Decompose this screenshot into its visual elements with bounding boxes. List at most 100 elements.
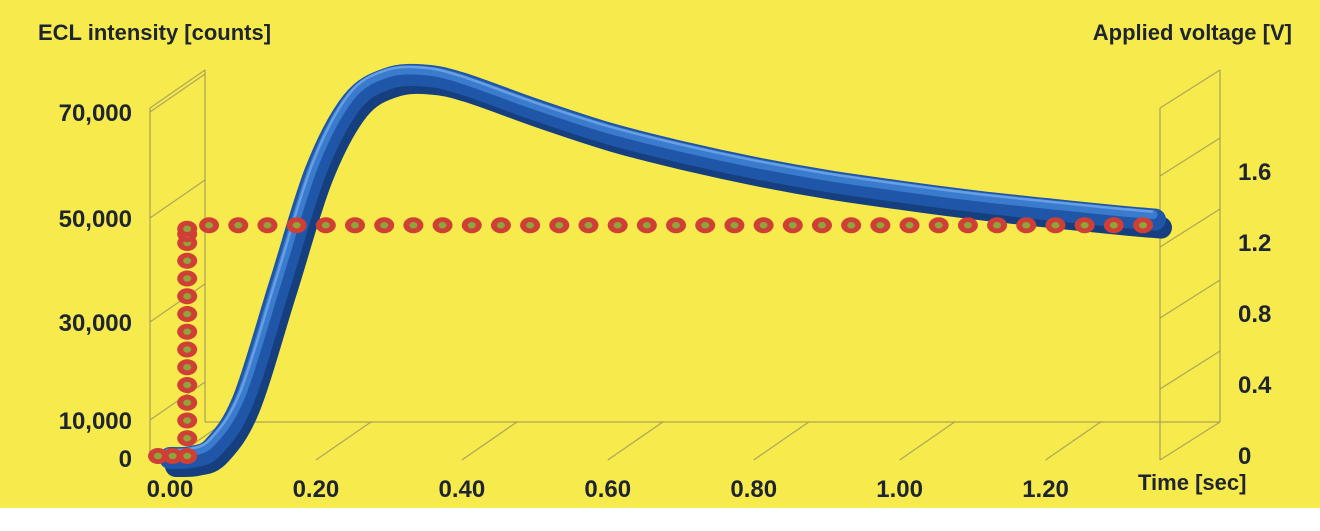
y-right-tick-label: 0.8 <box>1238 301 1271 328</box>
right-wall-gridline <box>1159 350 1221 390</box>
voltage-point <box>162 448 183 464</box>
voltage-point <box>315 217 336 234</box>
y-left-tick-label: 70,000 <box>59 100 132 127</box>
left-axis-label: ECL intensity [counts] <box>38 20 271 45</box>
voltage-point <box>345 217 365 234</box>
left-wall-gridline <box>149 283 206 323</box>
y-right-tick-label: 0.4 <box>1238 372 1272 399</box>
voltage-point-core <box>788 222 797 229</box>
top-left-depth <box>149 69 206 109</box>
applied-voltage-series <box>148 217 1153 464</box>
voltage-point-core <box>438 222 447 229</box>
voltage-point-core <box>183 225 192 232</box>
floor-gridline <box>315 421 372 461</box>
voltage-point-core <box>380 222 389 229</box>
voltage-point-core <box>234 222 243 229</box>
voltage-point-core <box>526 222 535 229</box>
left-wall-gridline <box>149 73 206 113</box>
voltage-point <box>753 217 774 234</box>
y-left-tick-label: 30,000 <box>59 310 132 337</box>
ribbon-highlight <box>163 65 1158 458</box>
voltage-point <box>490 217 511 234</box>
voltage-point-core <box>183 275 192 282</box>
voltage-point <box>520 217 541 234</box>
x-tick-label: 0.40 <box>438 476 485 503</box>
voltage-point-core <box>672 222 681 229</box>
voltage-point-core <box>701 222 710 229</box>
voltage-point-core <box>183 293 192 300</box>
voltage-point <box>928 217 949 234</box>
voltage-point-core <box>759 222 768 229</box>
axis-labels: ECL intensity [counts] Applied voltage [… <box>38 20 1292 495</box>
voltage-point <box>1045 217 1066 234</box>
voltage-point-core <box>321 222 330 229</box>
voltage-point-core <box>409 222 418 229</box>
voltage-point-core <box>292 222 301 229</box>
voltage-point <box>177 323 198 340</box>
voltage-point <box>177 220 198 237</box>
voltage-point <box>607 217 628 234</box>
y-left-tick-label: 10,000 <box>59 408 132 435</box>
y-right-tick-label: 1.2 <box>1238 230 1271 257</box>
voltage-point-core <box>642 222 651 229</box>
voltage-point-core <box>847 222 856 229</box>
voltage-point <box>1133 217 1153 234</box>
voltage-point <box>870 217 891 234</box>
voltage-point <box>782 217 803 234</box>
voltage-point-core <box>183 381 192 389</box>
voltage-point-core <box>1139 222 1147 229</box>
voltage-point <box>177 288 198 305</box>
voltage-point-core <box>613 222 622 229</box>
voltage-point-core <box>1022 222 1031 229</box>
left-wall-gridline <box>149 179 206 219</box>
right-wall-gridline <box>1159 208 1221 248</box>
voltage-point <box>666 217 687 234</box>
voltage-point-core <box>467 222 476 229</box>
voltage-point-core <box>154 452 162 460</box>
voltage-point <box>177 252 198 269</box>
voltage-point <box>177 430 198 447</box>
voltage-point-core <box>183 310 192 318</box>
floor-gridline <box>899 421 955 461</box>
voltage-point-core <box>730 222 739 229</box>
voltage-point-core <box>1080 222 1089 229</box>
voltage-point <box>177 306 198 322</box>
ecl-intensity-ribbon <box>159 63 1172 478</box>
voltage-point-core <box>205 222 214 229</box>
x-axis-label: Time [sec] <box>1138 470 1246 495</box>
floor-gridline <box>753 421 810 461</box>
voltage-point <box>177 377 198 393</box>
voltage-point <box>841 217 862 234</box>
voltage-point-core <box>905 222 914 229</box>
voltage-point-core <box>183 328 192 335</box>
chart-background <box>0 0 1320 508</box>
voltage-point-core <box>183 399 192 406</box>
voltage-point <box>695 217 716 234</box>
floor-gridline <box>461 421 518 461</box>
voltage-point-core <box>263 222 272 229</box>
voltage-point <box>177 359 198 376</box>
voltage-point <box>177 270 198 287</box>
right-wall-gridline <box>1159 137 1221 177</box>
voltage-point <box>811 217 832 234</box>
voltage-point-core <box>183 257 192 264</box>
voltage-point <box>228 217 249 234</box>
voltage-point-core <box>963 222 972 229</box>
voltage-point-core <box>351 222 359 229</box>
top-right-depth <box>1159 69 1221 109</box>
voltage-point <box>177 394 198 411</box>
voltage-point <box>549 217 570 234</box>
voltage-point-core <box>934 222 943 229</box>
ribbon-edge <box>165 65 1154 452</box>
voltage-point-core <box>183 452 192 460</box>
voltage-point-core <box>876 222 885 229</box>
voltage-point <box>177 448 198 464</box>
voltage-point <box>987 217 1008 234</box>
voltage-point <box>461 217 482 234</box>
voltage-point-core <box>1051 222 1060 229</box>
voltage-point <box>1016 217 1037 234</box>
voltage-point <box>578 217 599 234</box>
voltage-point <box>1074 217 1095 234</box>
voltage-point <box>1103 217 1124 234</box>
